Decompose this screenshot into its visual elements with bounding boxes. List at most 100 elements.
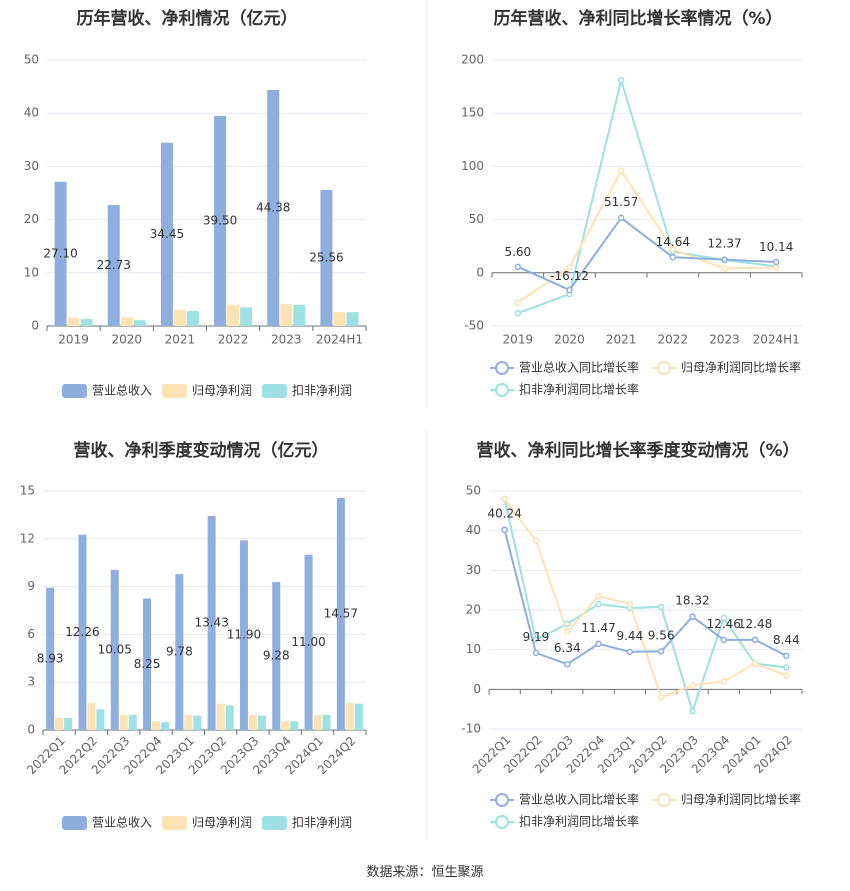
- bar-parent-net-profit: [87, 702, 96, 730]
- legend-marker: [495, 815, 509, 829]
- data-label: 8.93: [37, 651, 64, 665]
- bar-deducted-net-profit: [128, 714, 137, 730]
- y-tick-label: 50: [24, 53, 39, 67]
- data-point: [772, 258, 780, 266]
- legend-swatch: [62, 816, 87, 830]
- legend-marker: [495, 361, 509, 375]
- bar-revenue: [143, 598, 152, 730]
- data-point: [689, 682, 696, 689]
- series-line-0: [503, 529, 787, 666]
- data-label: 9.78: [166, 645, 193, 659]
- data-point: [564, 628, 571, 636]
- data-point: [617, 214, 625, 222]
- bar-parent-net-profit: [280, 304, 293, 326]
- legend-label: 扣非净利润: [292, 384, 352, 398]
- bar-deducted-net-profit: [193, 715, 202, 730]
- data-point: [514, 263, 522, 271]
- data-point: [532, 537, 540, 544]
- bar-deducted-net-profit: [290, 721, 299, 730]
- bar-deducted-net-profit: [96, 709, 105, 730]
- data-source-footer: 数据来源：恒生聚源: [366, 865, 483, 880]
- data-label: 12.46: [707, 617, 741, 631]
- y-tick-label: -10: [461, 722, 481, 736]
- y-tick-label: 20: [466, 603, 481, 617]
- legend-swatch: [262, 816, 287, 830]
- data-point: [566, 286, 573, 294]
- annual-growth-rate-line-chart: 历年营收、净利同比增长率情况（%） -50 0 50 100 150 200 2019 2020…: [461, 8, 803, 397]
- bar-deducted-net-profit: [240, 307, 253, 326]
- bar-revenue: [110, 569, 119, 730]
- bar-parent-net-profit: [333, 312, 346, 326]
- bar-deducted-net-profit: [64, 718, 73, 730]
- y-tick-label: 30: [24, 159, 39, 173]
- data-point: [657, 694, 665, 701]
- chart-title: 营收、净利同比增长率季度变动情况（%）: [476, 440, 799, 461]
- legend-swatch: [62, 384, 87, 398]
- legend-marker: [495, 793, 509, 807]
- data-point: [689, 707, 696, 715]
- legend-label: 扣非净利润: [292, 816, 352, 830]
- bar-deducted-net-profit: [257, 715, 266, 730]
- bar-deducted-net-profit: [161, 722, 170, 730]
- data-point: [772, 264, 780, 271]
- quarterly-revenue-profit-bar-chart: 营收、净利季度变动情况（亿元）036912152022Q12022Q22022Q…: [20, 440, 367, 830]
- data-point: [669, 253, 677, 261]
- data-label: 10.14: [759, 240, 793, 254]
- data-label: 12.37: [707, 237, 741, 251]
- data-point: [564, 660, 571, 668]
- data-label: 14.57: [324, 606, 358, 620]
- bar-parent-net-profit: [248, 714, 257, 730]
- x-tick-label: 2022: [218, 333, 249, 347]
- data-point: [532, 649, 540, 657]
- bar-revenue: [46, 587, 55, 730]
- bar-revenue: [239, 540, 248, 730]
- data-point: [721, 256, 728, 263]
- data-point: [721, 265, 728, 272]
- data-label: 51.57: [604, 195, 638, 209]
- x-tick-label: 2020: [554, 333, 585, 347]
- data-label: 11.90: [227, 628, 261, 642]
- data-point: [626, 648, 634, 656]
- y-tick-label: -50: [464, 319, 484, 333]
- bar-deducted-net-profit: [133, 320, 146, 326]
- series-line-1: [503, 498, 787, 699]
- data-point: [720, 614, 727, 622]
- legend-marker: [657, 361, 671, 375]
- x-tick-label: 2019: [503, 333, 534, 347]
- legend-marker: [657, 793, 671, 807]
- y-tick-label: 0: [31, 319, 39, 333]
- x-tick-label: 2023: [271, 333, 302, 347]
- data-label: 10.05: [98, 642, 132, 656]
- bar-revenue: [107, 205, 120, 326]
- data-label: 13.43: [194, 616, 228, 630]
- data-point: [720, 678, 727, 685]
- bar-deducted-net-profit: [80, 319, 93, 326]
- x-tick-label: 2021: [606, 333, 637, 347]
- data-label: 11.47: [581, 621, 615, 635]
- y-tick-label: 200: [461, 53, 484, 67]
- legend-label: 营业总收入同比增长率: [519, 360, 639, 375]
- data-label: 44.38: [256, 200, 290, 214]
- series-line-0: [517, 216, 777, 292]
- legend-marker: [495, 383, 509, 397]
- y-tick-label: 15: [20, 484, 35, 498]
- y-tick-label: 0: [476, 265, 484, 279]
- chart-title: 营收、净利季度变动情况（亿元）: [74, 440, 329, 461]
- legend-label: 营业总收入同比增长率: [519, 792, 639, 807]
- data-label: 9.44: [616, 629, 643, 643]
- x-tick-label: 2019: [58, 333, 89, 347]
- y-tick-label: 12: [20, 531, 35, 545]
- data-label: 9.19: [523, 630, 550, 644]
- data-label: 34.45: [150, 227, 184, 241]
- data-label: -16.12: [550, 269, 589, 283]
- y-tick-label: 9: [27, 579, 35, 593]
- x-tick-label: 2021: [165, 333, 196, 347]
- y-tick-label: 30: [466, 563, 481, 577]
- data-point: [501, 495, 508, 503]
- y-tick-label: 20: [24, 212, 39, 226]
- bar-parent-net-profit: [120, 317, 133, 326]
- data-point: [720, 636, 727, 644]
- bar-parent-net-profit: [67, 317, 80, 326]
- data-label: 18.32: [675, 594, 709, 608]
